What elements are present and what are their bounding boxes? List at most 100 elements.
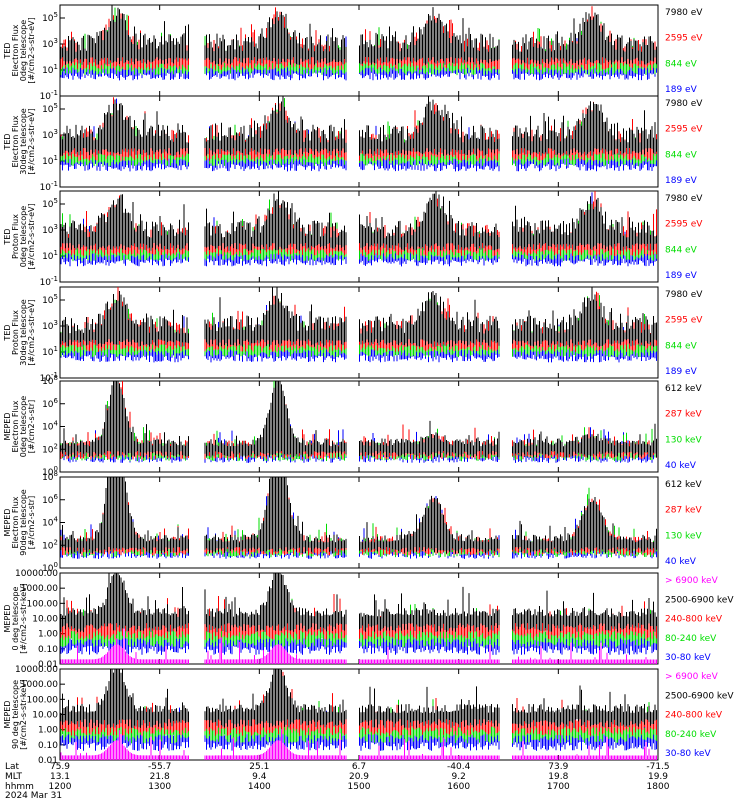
x-tick-label-hhmm: 1800 xyxy=(647,782,670,792)
x-row-label: Lat xyxy=(5,762,20,772)
legend-entry: 40 keV xyxy=(665,461,697,471)
y-axis-label: MEPED xyxy=(3,509,12,537)
panel-2: 10-1 101 103 105 TED Electron Flux 30deg teles… xyxy=(3,95,703,193)
y-axis-label: [#/cm2-s-str] xyxy=(27,400,36,453)
series-trace xyxy=(60,676,657,751)
y-axis-label: 0deg telescope xyxy=(19,206,28,267)
y-tick-label: 0.01 xyxy=(38,660,58,670)
y-axis-label: TED xyxy=(3,228,12,245)
y-tick-exponent: 6 xyxy=(54,493,59,501)
y-tick-exponent: 2 xyxy=(54,538,58,546)
legend-entry: 40 keV xyxy=(665,557,697,567)
legend-entry: 287 keV xyxy=(665,506,702,516)
series-trace xyxy=(60,96,657,156)
x-tick-label-mlt: 9.4 xyxy=(252,772,267,782)
legend-entry: 2500-6900 keV xyxy=(665,595,734,605)
series-trace xyxy=(60,579,657,655)
legend-entry: 7980 eV xyxy=(665,290,703,300)
legend-entry: > 6900 keV xyxy=(665,576,719,586)
series-trace xyxy=(60,477,657,554)
legend-entry: 612 keV xyxy=(665,480,702,490)
y-axis-label: Electron Flux xyxy=(11,496,20,548)
series-trace xyxy=(60,98,657,167)
y-axis-label: [#/cm2-s-str-eV] xyxy=(27,108,36,174)
series-trace xyxy=(60,291,657,363)
panel-7: 0.01 0.10 1.00 10.00 100.00 1000.00 10000.00 ME… xyxy=(3,569,734,670)
y-tick-exponent: 5 xyxy=(54,102,58,110)
panel-8: 0.01 0.10 1.00 10.00 100.00 1000.00 10000.00 ME… xyxy=(3,665,734,766)
y-tick-label: 106 xyxy=(42,493,58,506)
legend-entry: 80-240 keV xyxy=(665,730,717,740)
y-tick-label: 106 xyxy=(42,397,58,410)
series-trace xyxy=(60,7,657,76)
legend-entry: > 6900 keV xyxy=(665,672,719,682)
y-tick-exponent: 4 xyxy=(54,420,59,428)
y-tick-label: 105 xyxy=(42,293,58,306)
y-axis-label: Electron Flux xyxy=(11,115,20,167)
legend-entry: 80-240 keV xyxy=(665,634,717,644)
series-trace xyxy=(60,5,657,65)
x-tick-label-hhmm: 1700 xyxy=(547,782,570,792)
y-tick-label: 10-1 xyxy=(40,275,58,288)
x-tick-label-hhmm: 1500 xyxy=(348,782,371,792)
y-axis-label: [#/cm2-s-str-eV] xyxy=(27,299,36,365)
x-tick-label-mlt: 13.1 xyxy=(50,772,70,782)
series-trace xyxy=(60,287,657,347)
legend-entry: 189 eV xyxy=(665,176,698,186)
legend-entry: 130 keV xyxy=(665,531,702,541)
y-tick-exponent: 4 xyxy=(54,516,59,524)
y-axis-label: TED xyxy=(3,133,12,150)
y-tick-exponent: 3 xyxy=(54,37,58,45)
y-tick-exponent: -1 xyxy=(51,275,58,283)
series-trace xyxy=(60,573,657,648)
y-tick-exponent: -1 xyxy=(51,89,58,97)
x-tick-label-lat: -71.5 xyxy=(646,762,669,772)
y-axis-label: 0deg telescope xyxy=(19,396,28,457)
y-axis-label: 90deg telescope xyxy=(19,489,28,556)
y-tick-label: 102 xyxy=(42,538,58,551)
series-trace xyxy=(60,97,657,161)
y-tick-label: 0.01 xyxy=(38,756,58,766)
y-tick-label: 101 xyxy=(42,345,58,358)
x-tick-label-lat: 73.9 xyxy=(548,762,568,772)
series-trace xyxy=(60,191,657,256)
x-row-label: MLT xyxy=(5,772,23,782)
series-trace xyxy=(60,287,657,352)
y-axis-label: [#/cm2-s-str] xyxy=(27,496,36,549)
y-tick-label: 104 xyxy=(42,516,58,529)
y-tick-exponent: -1 xyxy=(51,180,58,188)
legend-entry: 2595 eV xyxy=(665,125,703,135)
series-trace xyxy=(60,477,657,558)
y-tick-label: 100.00 xyxy=(27,695,59,705)
y-tick-label: 1000.00 xyxy=(21,584,58,594)
series-trace xyxy=(60,6,657,70)
y-axis-label: 0deg telescope xyxy=(19,20,28,81)
series-trace xyxy=(60,387,657,463)
y-axis-label: Proton Flux xyxy=(11,310,20,355)
series-trace xyxy=(60,98,657,172)
y-axis-label: 0 deg telescope xyxy=(11,586,20,650)
x-row-label: 2024 Mar 31 xyxy=(5,791,62,800)
y-tick-label: 1.00 xyxy=(38,630,58,640)
series-trace xyxy=(60,191,657,251)
series-trace xyxy=(60,669,657,729)
legend-entry: 2595 eV xyxy=(665,220,703,230)
legend-entry: 7980 eV xyxy=(665,99,703,109)
y-tick-exponent: 0 xyxy=(54,465,58,473)
x-tick-label-mlt: 9.2 xyxy=(452,772,466,782)
legend-entry: 130 keV xyxy=(665,435,702,445)
x-tick-label-mlt: 20.9 xyxy=(349,772,369,782)
y-tick-exponent: 3 xyxy=(54,223,58,231)
y-tick-exponent: 1 xyxy=(54,345,58,353)
x-tick-label-lat: -40.4 xyxy=(447,762,471,772)
y-tick-label: 102 xyxy=(42,442,58,455)
y-tick-exponent: 3 xyxy=(54,128,58,136)
x-tick-label-hhmm: 1200 xyxy=(49,782,72,792)
x-tick-label-hhmm: 1400 xyxy=(248,782,271,792)
y-axis-label: 90 deg telescope xyxy=(11,680,20,749)
panel-3: 10-1 101 103 105 TED Proton Flux 0deg telescop… xyxy=(3,190,703,288)
series-trace xyxy=(60,477,657,559)
